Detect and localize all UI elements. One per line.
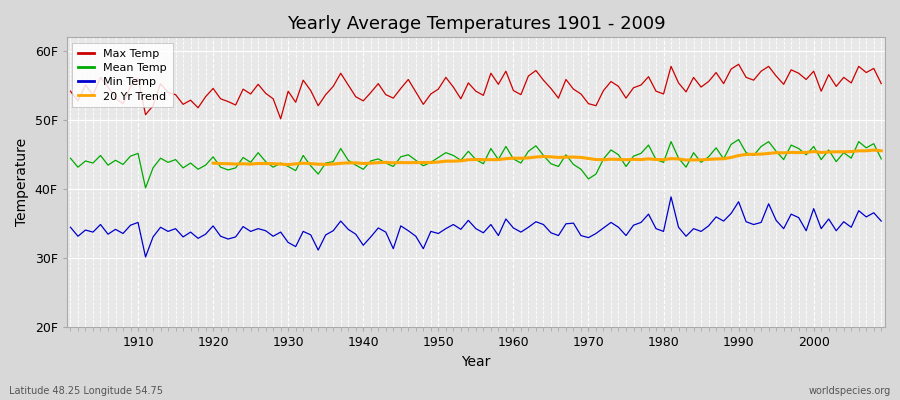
Text: Latitude 48.25 Longitude 54.75: Latitude 48.25 Longitude 54.75 (9, 386, 163, 396)
Y-axis label: Temperature: Temperature (15, 138, 29, 226)
Legend: Max Temp, Mean Temp, Min Temp, 20 Yr Trend: Max Temp, Mean Temp, Min Temp, 20 Yr Tre… (72, 43, 173, 107)
Text: worldspecies.org: worldspecies.org (809, 386, 891, 396)
Title: Yearly Average Temperatures 1901 - 2009: Yearly Average Temperatures 1901 - 2009 (286, 15, 665, 33)
X-axis label: Year: Year (461, 355, 491, 369)
